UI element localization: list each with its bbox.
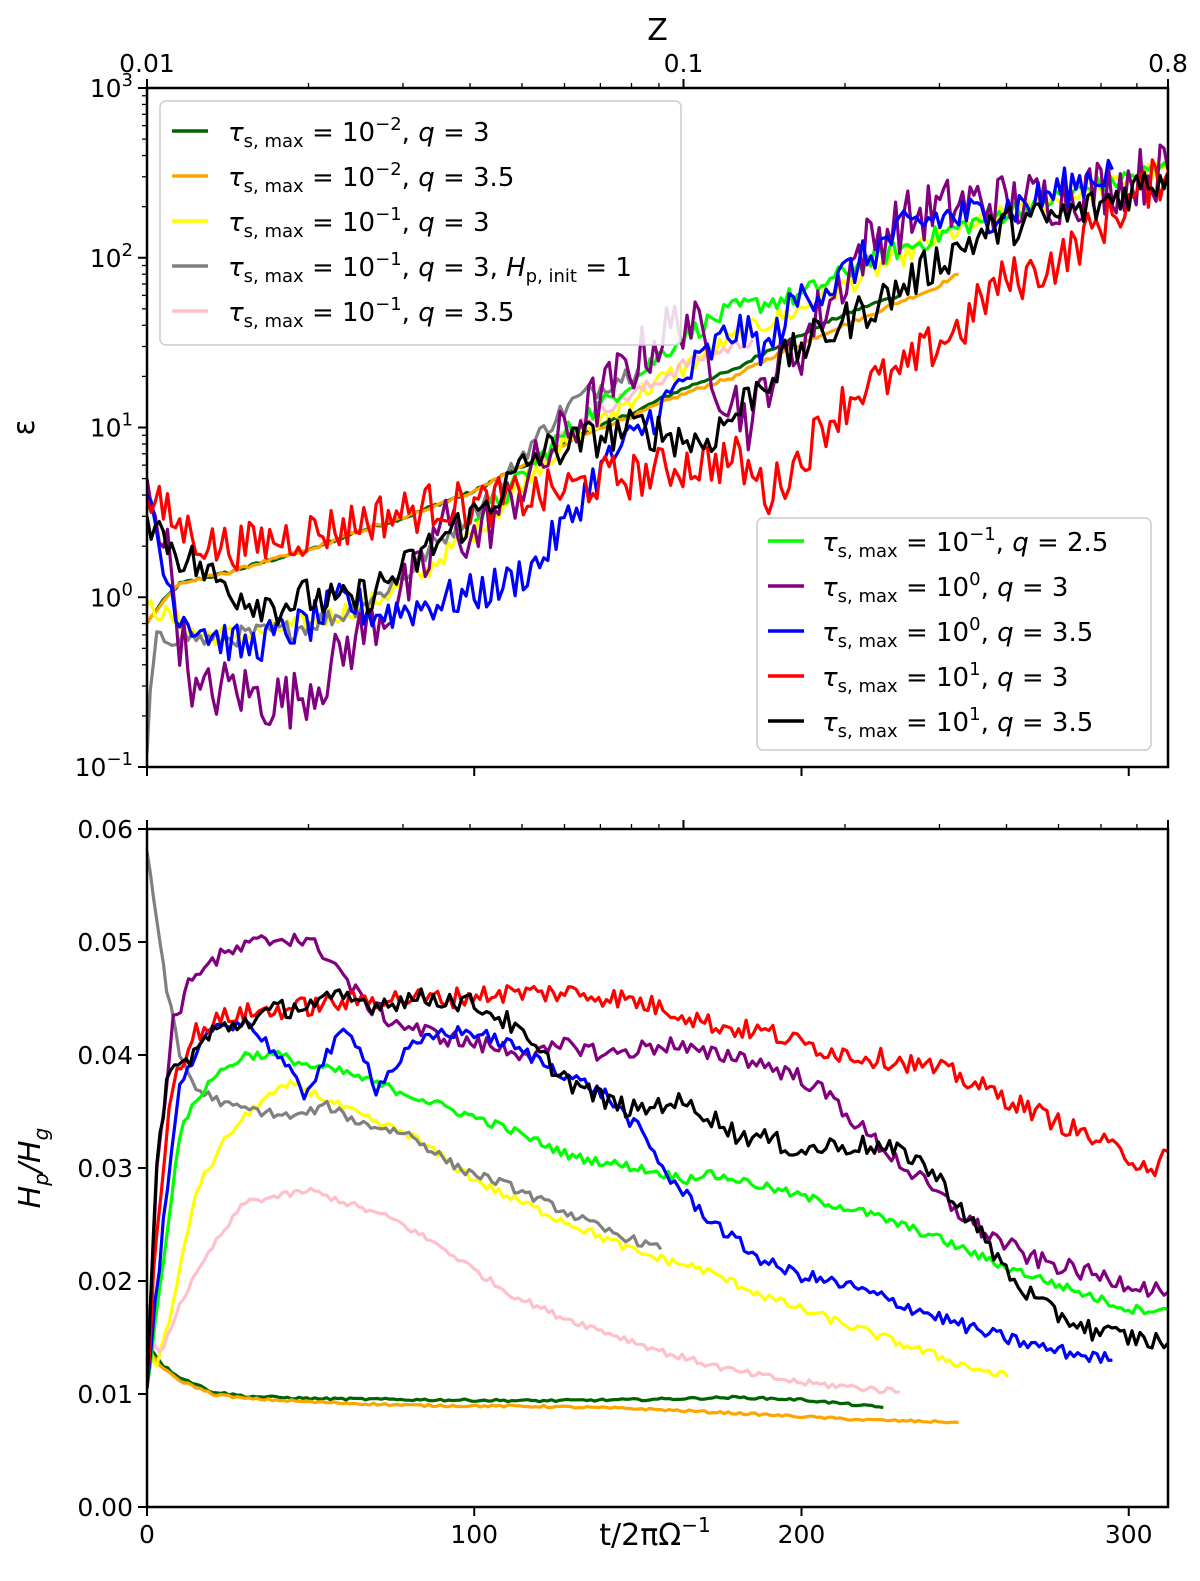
bottom-series-line-s5 (147, 1186, 900, 1395)
bottom-series-line-s3 (147, 1079, 1009, 1378)
bottom-ytick-label: 0.04 (77, 1041, 133, 1070)
bottom-ylabel: Hp/Hg (13, 1128, 53, 1209)
top-series-line-s8 (147, 158, 1114, 662)
bottom-panel-series (147, 851, 1168, 1425)
bottom-xtick-label: 100 (450, 1520, 498, 1549)
legend-entry-label: τs, max = 10−1, q = 3 (228, 204, 490, 242)
bottom-series-line-s9 (147, 984, 1168, 1389)
legend-entry-label: τs, max = 101, q = 3 (822, 659, 1068, 697)
legend-entry-label: τs, max = 10−2, q = 3.5 (228, 159, 514, 197)
bottom-series-line-s8 (147, 1018, 1113, 1389)
z-tick-label: 0.01 (119, 49, 175, 78)
bottom-ytick-label: 0.03 (77, 1154, 133, 1183)
top-ytick-label: 100 (90, 579, 133, 612)
bottom-ytick-label: 0.01 (77, 1380, 133, 1409)
legend-entry-label: τs, max = 10−1, q = 3.5 (228, 294, 514, 332)
bottom-ytick-label: 0.02 (77, 1267, 133, 1296)
top-ylabel: ε (7, 419, 42, 435)
bottom-series-line-s2 (147, 1347, 959, 1425)
bottom-ytick-label: 0.00 (77, 1493, 133, 1522)
top-ytick-label: 103 (90, 70, 133, 103)
top-ytick-label: 102 (90, 240, 133, 273)
legend-entry-label: τs, max = 10−1, q = 2.5 (822, 524, 1108, 562)
bottom-xtick-label: 200 (778, 1520, 826, 1549)
bottom-series-line-s1 (147, 1342, 884, 1410)
top-ytick-label: 10−1 (75, 749, 133, 782)
z-tick-label: 0.8 (1148, 49, 1188, 78)
legend-right-box (756, 517, 1152, 751)
top-series-line-s9 (147, 158, 1168, 572)
z-tick-label: 0.1 (664, 49, 704, 78)
bottom-series-line-s7 (147, 932, 1168, 1389)
bottom-xtick-label: 0 (139, 1520, 155, 1549)
legend-entry-label: τs, max = 100, q = 3.5 (822, 614, 1093, 652)
legend-entry-label: τs, max = 101, q = 3.5 (822, 704, 1093, 742)
bottom-series-line-s4 (147, 851, 663, 1251)
top-series-line-s10 (147, 171, 1168, 627)
bottom-series-line-s10 (147, 987, 1168, 1389)
legend-entry-label: τs, max = 10−1, q = 3, Hp, init = 1 (228, 249, 632, 287)
legend-entry-label: τs, max = 10−2, q = 3 (228, 114, 490, 152)
z-axis-label: Z (647, 13, 668, 48)
bottom-ytick-label: 0.06 (77, 815, 133, 844)
bottom-xlabel: t/2πΩ−1 (599, 1513, 710, 1553)
bottom-ytick-label: 0.05 (77, 928, 133, 957)
legend-entry-label: τs, max = 100, q = 3 (822, 569, 1068, 607)
bottom-panel-frame (145, 827, 1170, 1509)
legend-left-box (159, 100, 682, 346)
legend-layer: τs, max = 10−2, q = 3 τs, max = 10−2, q =… (159, 100, 1152, 751)
top-panel-series (147, 143, 1168, 754)
top-ytick-label: 101 (90, 410, 133, 443)
bottom-series-line-s6 (147, 1049, 1168, 1389)
bottom-xtick-label: 300 (1105, 1520, 1153, 1549)
